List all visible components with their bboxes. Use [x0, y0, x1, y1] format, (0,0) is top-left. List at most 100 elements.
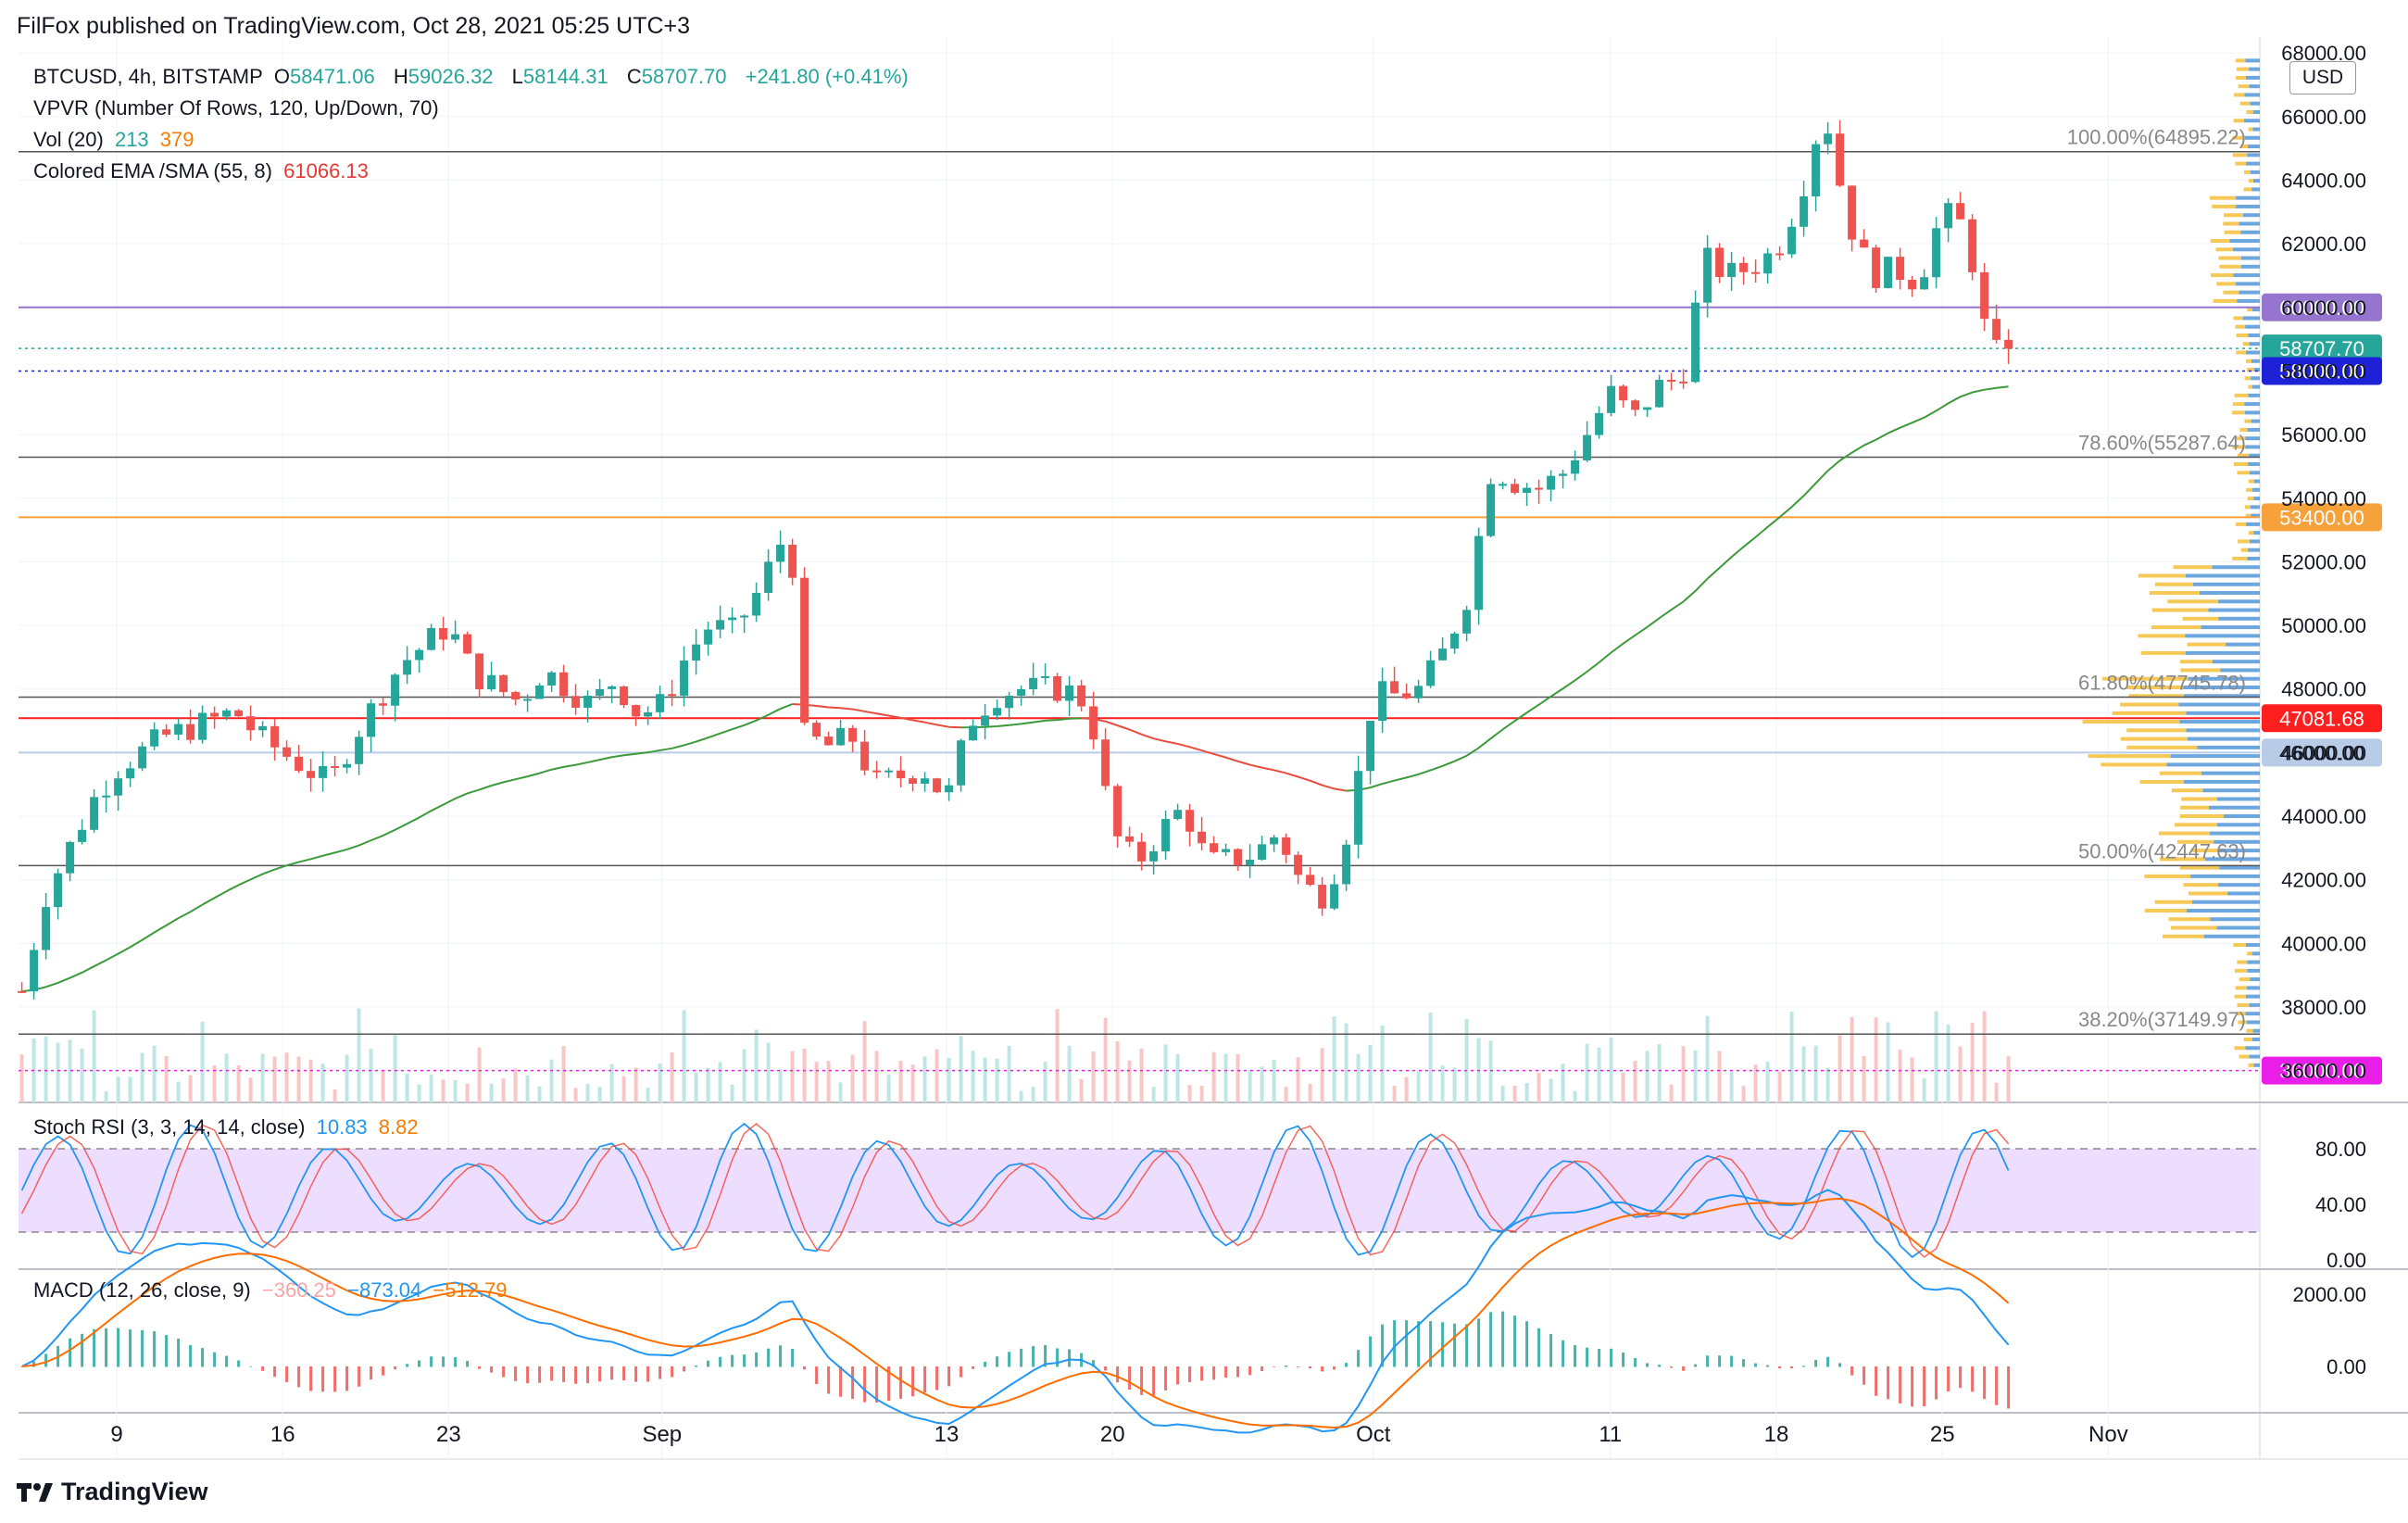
- volume-bar: [1115, 1041, 1120, 1102]
- volume-legend[interactable]: Vol (20) 213 379: [33, 128, 200, 152]
- vp-down-bar: [2190, 849, 2218, 853]
- vp-down-bar: [2216, 282, 2236, 286]
- tradingview-footer[interactable]: TradingView: [17, 1478, 208, 1506]
- candle-body: [1860, 239, 1869, 248]
- volume-bar: [248, 1077, 253, 1102]
- candle-body: [174, 724, 183, 735]
- volume-bar: [1597, 1047, 1601, 1102]
- volume-bar: [56, 1042, 60, 1102]
- vp-up-bar: [2251, 1038, 2260, 1041]
- macd-signal-line: [21, 1197, 2010, 1429]
- volume-bar: [1777, 1071, 1782, 1102]
- volume-bar: [44, 1036, 48, 1102]
- macd-hist-bar: [261, 1366, 265, 1371]
- volume-bar: [1296, 1057, 1300, 1102]
- price-tick-label: 56000.00: [2281, 423, 2366, 447]
- macd-hist-bar: [695, 1365, 698, 1367]
- vp-up-bar: [2245, 75, 2260, 80]
- vp-down-bar: [2102, 676, 2189, 681]
- candle-body: [1246, 860, 1255, 865]
- volume-bar: [682, 1010, 686, 1102]
- candle-body: [620, 686, 629, 706]
- price-level-label: 58000.00: [2279, 359, 2364, 383]
- volume-bar: [489, 1083, 494, 1102]
- macd-hist-bar: [105, 1328, 108, 1367]
- volume-bar: [128, 1076, 132, 1102]
- candle-body: [162, 729, 171, 735]
- vp-up-bar: [2240, 256, 2260, 260]
- ema-legend[interactable]: Colored EMA /SMA (55, 8) 61066.13: [33, 159, 374, 183]
- volume-bar: [80, 1048, 84, 1102]
- candle-body: [463, 634, 472, 654]
- vp-down-bar: [2175, 823, 2217, 827]
- candle-body: [1402, 693, 1411, 699]
- vp-up-bar: [2197, 745, 2260, 749]
- vp-up-bar: [2245, 1012, 2260, 1016]
- vp-up-bar: [2216, 925, 2260, 930]
- vp-down-bar: [2244, 170, 2251, 174]
- candle-body: [1017, 688, 1026, 696]
- currency-button[interactable]: USD: [2289, 61, 2356, 94]
- vol-value-a: 213: [114, 128, 149, 151]
- volume-bar: [826, 1061, 831, 1102]
- macd-hist-bar: [1911, 1366, 1914, 1407]
- time-tick-label: 25: [1930, 1422, 1955, 1447]
- vp-up-bar: [2252, 127, 2260, 132]
- stoch-legend[interactable]: Stoch RSI (3, 3, 14, 14, close) 10.83 8.…: [33, 1115, 424, 1139]
- macd-legend[interactable]: MACD (12, 26, close, 9) −360.25 −873.04 …: [33, 1278, 513, 1303]
- vp-down-bar: [2179, 865, 2220, 870]
- vpvr-legend[interactable]: VPVR (Number Of Rows, 120, Up/Down, 70): [33, 96, 445, 120]
- macd-hist-bar: [1224, 1366, 1228, 1378]
- macd-hist-bar: [1862, 1366, 1866, 1385]
- volume-bar: [862, 1021, 867, 1102]
- vp-up-bar: [2249, 453, 2260, 458]
- macd-hist-bar: [550, 1366, 554, 1381]
- volume-bar: [1753, 1064, 1758, 1102]
- macd-hist-bar: [947, 1366, 951, 1387]
- symbol-label[interactable]: BTCUSD, 4h, BITSTAMP: [33, 65, 263, 88]
- candle-body: [66, 841, 75, 874]
- macd-hist-bar: [1032, 1346, 1035, 1367]
- volume-bar: [1139, 1049, 1144, 1102]
- vp-down-bar: [2240, 145, 2248, 149]
- vp-down-bar: [2234, 393, 2249, 397]
- candle-body: [1113, 786, 1122, 837]
- volume-bar: [1127, 1060, 1132, 1102]
- volume-bar: [320, 1064, 325, 1102]
- vp-up-bar: [2249, 1054, 2260, 1059]
- macd-hist-bar: [1947, 1366, 1950, 1391]
- high-key: H: [393, 65, 408, 88]
- fib-label: 61.80%(47745.78): [2078, 671, 2246, 694]
- volume-bar: [1693, 1050, 1698, 1102]
- candle-body: [644, 711, 653, 717]
- price-level-badge: [2262, 503, 2382, 532]
- vp-up-bar: [2246, 161, 2260, 166]
- vp-down-bar: [2238, 1020, 2248, 1025]
- price-tick-label: 52000.00: [2281, 550, 2366, 573]
- candle-body: [1438, 648, 1448, 661]
- macd-hist-bar: [1020, 1348, 1023, 1367]
- macd-hist-bar: [1345, 1363, 1348, 1367]
- volume-bar: [1729, 1072, 1734, 1102]
- macd-hist-bar: [1140, 1366, 1144, 1395]
- macd-hist-bar: [345, 1366, 349, 1391]
- macd-hist-bar: [1610, 1348, 1613, 1367]
- candle-body: [1968, 219, 1977, 272]
- vp-down-bar: [2176, 839, 2214, 844]
- volume-bar: [1958, 1046, 1963, 1102]
- vp-up-bar: [2245, 58, 2260, 63]
- candle-body: [1992, 319, 2001, 340]
- candle-body: [1775, 253, 1785, 256]
- vp-down-bar: [2120, 736, 2188, 741]
- macd-hist-bar: [1501, 1311, 1505, 1367]
- vp-up-bar: [2217, 849, 2260, 853]
- macd-hist-bar: [490, 1366, 494, 1373]
- volume-bar: [1404, 1076, 1409, 1102]
- volume-bar: [1862, 1055, 1866, 1102]
- price-tick-label: 62000.00: [2281, 233, 2366, 256]
- volume-bar: [477, 1047, 482, 1102]
- candle-body: [1523, 487, 1532, 494]
- vp-up-bar: [2245, 994, 2260, 999]
- vp-up-bar: [2186, 711, 2260, 715]
- macd-hist-bar: [731, 1354, 734, 1367]
